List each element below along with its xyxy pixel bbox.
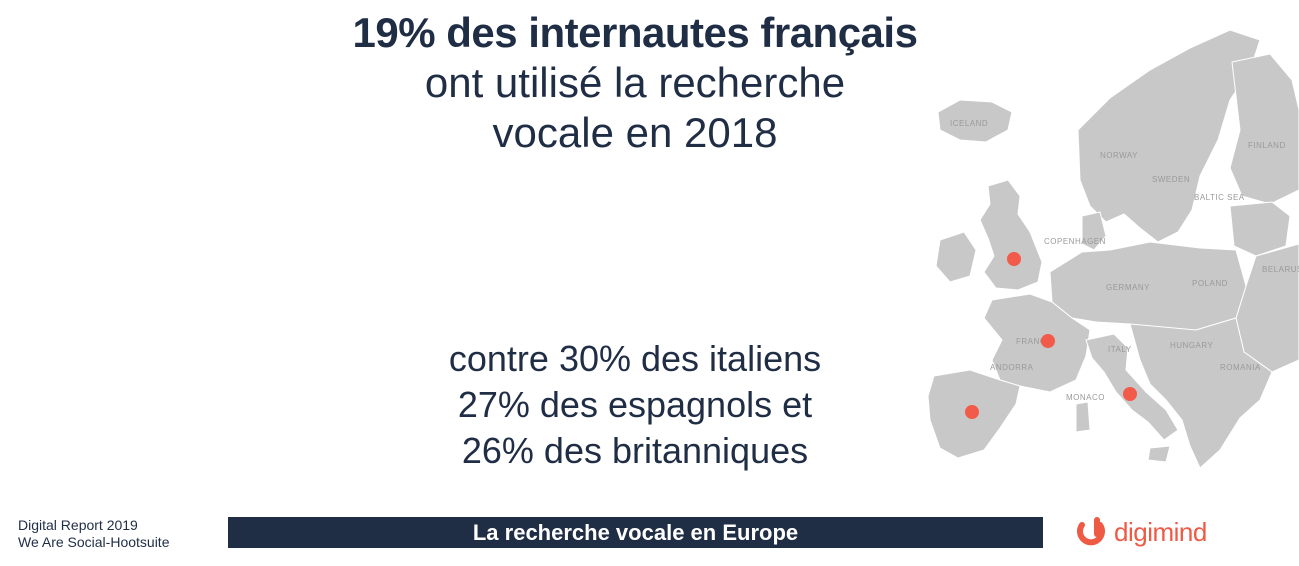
map-label-hungary: HUNGARY	[1170, 341, 1214, 350]
marker-spain	[965, 405, 979, 419]
source-credit: Digital Report 2019 We Are Social-Hootsu…	[18, 517, 169, 551]
map-label-andorra: ANDORRA	[990, 363, 1034, 372]
comparison-line-3: 26% des britanniques	[461, 430, 809, 471]
map-label-belarus: BELARUS	[1262, 265, 1299, 274]
map-labels: ICELAND NORWAY SWEDEN FINLAND BALTIC SEA…	[950, 119, 1299, 402]
map-label-baltic: BALTIC SEA	[1194, 193, 1245, 202]
source-line-2: We Are Social-Hootsuite	[18, 534, 170, 550]
europe-map: ICELAND NORWAY SWEDEN FINLAND BALTIC SEA…	[927, 29, 1299, 469]
title-banner: La recherche vocale en Europe	[228, 517, 1043, 548]
ireland-shape	[935, 231, 977, 283]
source-line-1: Digital Report 2019	[18, 517, 138, 533]
map-label-germany: GERMANY	[1106, 283, 1150, 292]
digimind-logo-icon	[1077, 517, 1105, 546]
headline-line-3: vocale en 2018	[492, 109, 778, 156]
balkans-shape	[1129, 317, 1273, 469]
denmark-shape	[1081, 211, 1107, 251]
marker-italy	[1123, 387, 1137, 401]
great-britain-shape	[979, 179, 1043, 291]
iceland-shape	[937, 99, 1013, 143]
headline-line-2: ont utilisé la recherche	[424, 59, 846, 106]
map-label-sweden: SWEDEN	[1152, 175, 1190, 184]
scandinavia-shape	[1077, 29, 1261, 243]
headline: 19% des internautes français ont utilisé…	[240, 8, 1030, 158]
marker-united-kingdom	[1007, 252, 1021, 266]
map-label-italy: ITALY	[1108, 345, 1132, 354]
italy-shape	[1085, 333, 1179, 441]
headline-line-1: 19% des internautes français	[352, 9, 918, 56]
digimind-logo: digimind	[1074, 515, 1207, 549]
map-label-monaco: MONACO	[1066, 393, 1105, 402]
map-label-copenhagen: COPENHAGEN	[1044, 237, 1106, 246]
baltic-states-shape	[1229, 201, 1291, 257]
france-shape	[983, 293, 1091, 393]
comparison-line-1: contre 30% des italiens	[448, 338, 822, 379]
map-label-finland: FINLAND	[1248, 141, 1286, 150]
islands-shape	[1075, 401, 1171, 463]
marker-france	[1041, 334, 1055, 348]
map-label-norway: NORWAY	[1100, 151, 1138, 160]
comparison-text: contre 30% des italiens 27% des espagnol…	[330, 336, 940, 474]
map-label-france: FRANCE	[1016, 337, 1052, 346]
map-label-poland: POLAND	[1192, 279, 1228, 288]
map-label-iceland: ICELAND	[950, 119, 988, 128]
digimind-logo-text: digimind	[1114, 516, 1207, 547]
comparison-line-2: 27% des espagnols et	[457, 384, 813, 425]
finland-shape	[1229, 53, 1299, 205]
map-label-romania: ROMANIA	[1220, 363, 1261, 372]
